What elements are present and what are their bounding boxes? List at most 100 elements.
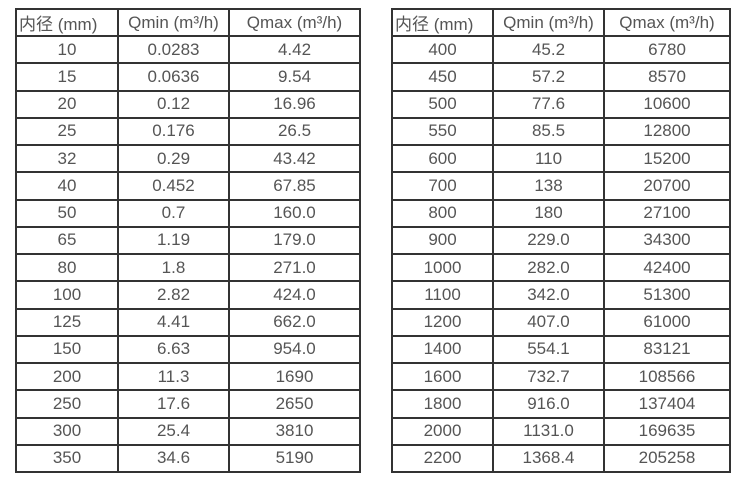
qmax-cell: 9.54	[228, 62, 361, 92]
qmax-cell: 20700	[603, 171, 731, 201]
qmin-cell: 0.12	[117, 89, 230, 119]
table-row: 550 85.5 12800	[391, 116, 731, 147]
table-row: 300 25.4 3810	[15, 416, 361, 446]
diameter-cell: 40	[15, 171, 119, 201]
qmin-cell: 282.0	[492, 252, 605, 283]
qmax-cell: 27100	[603, 198, 731, 228]
diameter-cell: 450	[391, 62, 494, 92]
diameter-cell: 32	[15, 143, 119, 174]
diameter-cell: 300	[15, 416, 119, 446]
qmin-cell: 554.1	[492, 334, 605, 365]
qmin-cell: 25.4	[117, 416, 230, 446]
diameter-cell: 350	[15, 443, 119, 474]
diameter-cell: 1400	[391, 334, 494, 365]
diameter-cell: 600	[391, 143, 494, 174]
diameter-header: 内径 (mm)	[391, 8, 494, 37]
diameter-cell: 1200	[391, 307, 494, 337]
diameter-cell: 1600	[391, 361, 494, 392]
header-row: 内径 (mm) Qmin (m³/h) Qmax (m³/h)	[15, 8, 361, 37]
qmax-cell: 34300	[603, 225, 731, 256]
qmin-cell: 77.6	[492, 89, 605, 119]
qmin-cell: 0.0636	[117, 62, 230, 92]
qmax-cell: 6780	[603, 34, 731, 65]
qmin-cell: 1131.0	[492, 416, 605, 446]
qmin-cell: 1.8	[117, 252, 230, 283]
diameter-cell: 65	[15, 225, 119, 256]
qmax-cell: 8570	[603, 62, 731, 92]
table-row: 150 6.63 954.0	[15, 334, 361, 365]
qmax-cell: 16.96	[228, 89, 361, 119]
table-row: 600 110 15200	[391, 143, 731, 174]
diameter-cell: 400	[391, 34, 494, 65]
diameter-cell: 150	[15, 334, 119, 365]
qmax-cell: 1690	[228, 361, 361, 392]
qmin-cell: 229.0	[492, 225, 605, 256]
diameter-cell: 15	[15, 62, 119, 92]
qmin-cell: 6.63	[117, 334, 230, 365]
qmax-cell: 205258	[603, 443, 731, 474]
qmax-cell: 137404	[603, 389, 731, 419]
diameter-cell: 100	[15, 280, 119, 310]
table-row: 25 0.176 26.5	[15, 116, 361, 147]
diameter-cell: 50	[15, 198, 119, 228]
header-row: 内径 (mm) Qmin (m³/h) Qmax (m³/h)	[391, 8, 731, 37]
qmax-cell: 424.0	[228, 280, 361, 310]
diameter-cell: 500	[391, 89, 494, 119]
table-row: 350 34.6 5190	[15, 443, 361, 474]
qmax-cell: 179.0	[228, 225, 361, 256]
qmin-cell: 17.6	[117, 389, 230, 419]
qmax-cell: 26.5	[228, 116, 361, 147]
qmax-header: Qmax (m³/h)	[228, 8, 361, 37]
table-row: 900 229.0 34300	[391, 225, 731, 256]
qmin-header: Qmin (m³/h)	[492, 8, 605, 37]
diameter-cell: 200	[15, 361, 119, 392]
diameter-cell: 2200	[391, 443, 494, 474]
diameter-cell: 900	[391, 225, 494, 256]
table-row: 1800 916.0 137404	[391, 389, 731, 419]
qmax-cell: 5190	[228, 443, 361, 474]
diameter-cell: 10	[15, 34, 119, 65]
table-row: 50 0.7 160.0	[15, 198, 361, 228]
table-row: 400 45.2 6780	[391, 34, 731, 65]
table-row: 80 1.8 271.0	[15, 252, 361, 283]
qmin-cell: 2.82	[117, 280, 230, 310]
diameter-cell: 700	[391, 171, 494, 201]
table-row: 800 180 27100	[391, 198, 731, 228]
qmax-cell: 61000	[603, 307, 731, 337]
table-row: 200 11.3 1690	[15, 361, 361, 392]
qmin-cell: 407.0	[492, 307, 605, 337]
qmax-cell: 67.85	[228, 171, 361, 201]
qmin-cell: 0.452	[117, 171, 230, 201]
table-row: 65 1.19 179.0	[15, 225, 361, 256]
qmin-cell: 110	[492, 143, 605, 174]
qmax-cell: 2650	[228, 389, 361, 419]
qmin-cell: 85.5	[492, 116, 605, 147]
qmax-cell: 51300	[603, 280, 731, 310]
qmin-cell: 138	[492, 171, 605, 201]
qmin-cell: 732.7	[492, 361, 605, 392]
qmin-cell: 4.41	[117, 307, 230, 337]
qmin-cell: 11.3	[117, 361, 230, 392]
qmin-cell: 180	[492, 198, 605, 228]
qmin-cell: 57.2	[492, 62, 605, 92]
table-row: 1200 407.0 61000	[391, 307, 731, 337]
table-row: 1000 282.0 42400	[391, 252, 731, 283]
qmax-cell: 83121	[603, 334, 731, 365]
qmin-cell: 342.0	[492, 280, 605, 310]
diameter-header: 内径 (mm)	[15, 8, 119, 37]
qmax-cell: 108566	[603, 361, 731, 392]
qmin-cell: 34.6	[117, 443, 230, 474]
table-row: 100 2.82 424.0	[15, 280, 361, 310]
qmin-cell: 0.176	[117, 116, 230, 147]
table-row: 2200 1368.4 205258	[391, 443, 731, 474]
diameter-cell: 1100	[391, 280, 494, 310]
table-row: 450 57.2 8570	[391, 62, 731, 92]
table-row: 10 0.0283 4.42	[15, 34, 361, 65]
table-row: 1100 342.0 51300	[391, 280, 731, 310]
qmin-cell: 0.7	[117, 198, 230, 228]
table-row: 32 0.29 43.42	[15, 143, 361, 174]
qmax-cell: 160.0	[228, 198, 361, 228]
qmin-cell: 1368.4	[492, 443, 605, 474]
qmax-cell: 3810	[228, 416, 361, 446]
